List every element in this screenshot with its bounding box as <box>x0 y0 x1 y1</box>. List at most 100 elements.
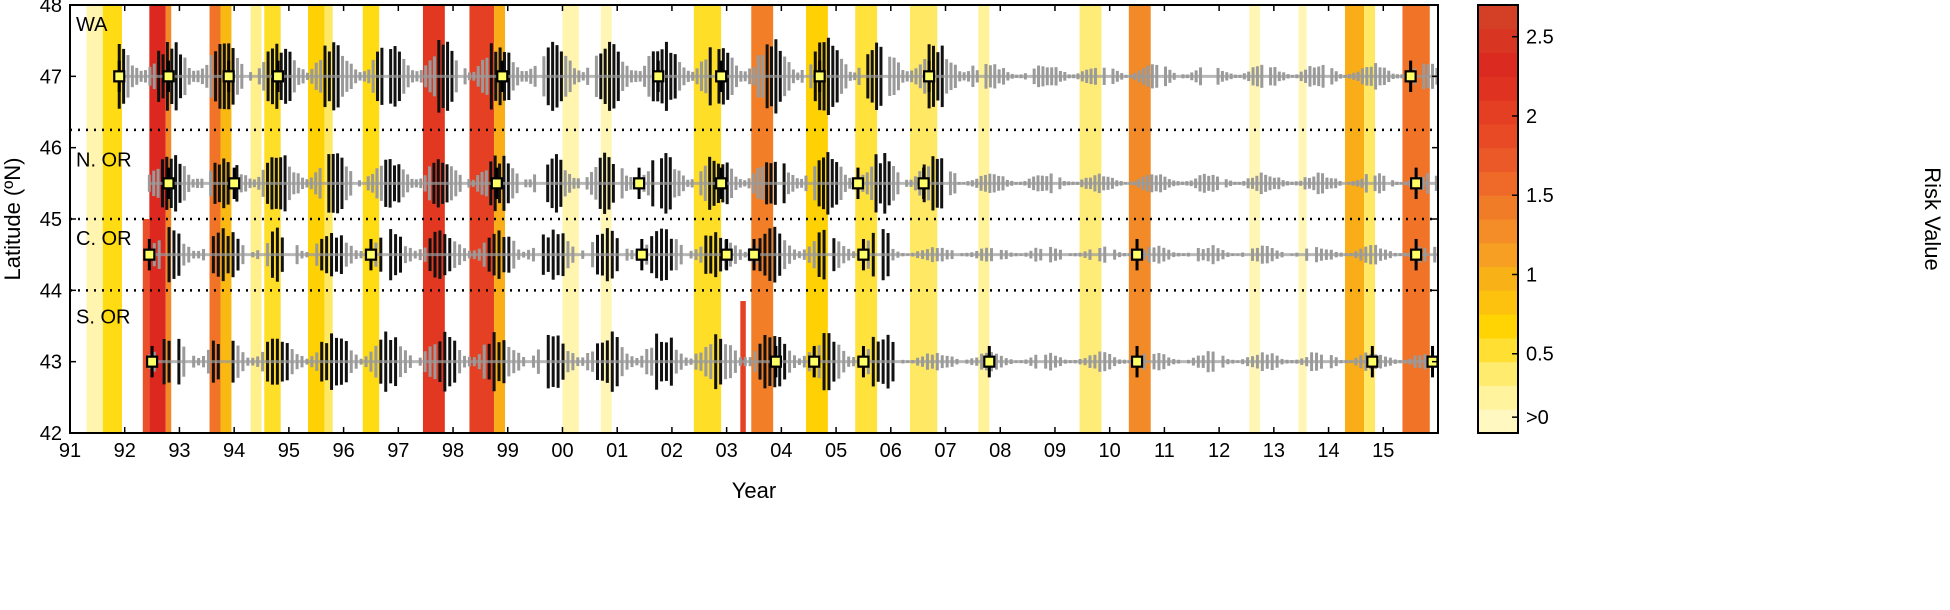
y-axis-label: Latitude (ºN) <box>0 158 25 281</box>
colorbar-step <box>1478 100 1518 125</box>
event-marker <box>271 70 285 83</box>
x-tick-label: 06 <box>880 440 902 462</box>
risk-band <box>308 5 325 433</box>
colorbar-label: Risk Value <box>1920 167 1945 271</box>
region-label: S. OR <box>76 306 130 328</box>
x-tick-label: 97 <box>387 440 409 462</box>
event-marker <box>228 177 241 190</box>
risk-band <box>751 5 774 433</box>
event-marker <box>923 70 936 83</box>
x-tick-label: 01 <box>606 440 628 462</box>
event-marker <box>813 70 826 83</box>
x-tick-label: 05 <box>825 440 847 462</box>
x-tick-label: 11 <box>1154 440 1175 462</box>
risk-band <box>165 5 172 433</box>
event-marker <box>496 70 509 83</box>
colorbar-step <box>1478 409 1518 434</box>
event-marker <box>1410 248 1423 261</box>
colorbar-step <box>1478 171 1518 196</box>
x-tick-label: 99 <box>497 440 519 462</box>
colorbar-step <box>1478 123 1518 149</box>
colorbar-step <box>1478 266 1518 291</box>
colorbar-step <box>1478 242 1518 268</box>
event-marker <box>113 70 126 83</box>
risk-band <box>1344 5 1365 433</box>
x-tick-label: 09 <box>1044 440 1066 462</box>
region-label: WA <box>76 14 108 36</box>
x-tick-label: 13 <box>1263 440 1285 462</box>
colorbar-step <box>1478 290 1518 315</box>
colorbar-tick-label: 1 <box>1526 264 1537 286</box>
x-tick-label: 92 <box>114 440 136 462</box>
x-tick-label: 95 <box>278 440 300 462</box>
y-tick-label: 44 <box>40 280 62 302</box>
risk-band <box>102 5 122 433</box>
colorbar-step <box>1478 219 1518 244</box>
y-axis-ticks: 42 43 44 45 46 47 48 <box>40 0 1438 445</box>
colorbar-step <box>1478 147 1518 172</box>
y-tick-label: 46 <box>40 138 62 160</box>
risk-band <box>220 5 232 433</box>
x-tick-label: 14 <box>1317 440 1339 462</box>
colorbar-tick-label: >0 <box>1526 407 1549 429</box>
colorbar-step <box>1478 5 1518 30</box>
region-label: C. OR <box>76 228 132 250</box>
event-marker <box>632 177 646 190</box>
x-tick-label: 15 <box>1372 440 1394 462</box>
colorbar-tick-label: 2 <box>1526 106 1537 128</box>
event-marker <box>1366 355 1379 368</box>
risk-band <box>250 5 262 433</box>
event-marker <box>222 70 235 83</box>
colorbar-step <box>1478 76 1518 101</box>
x-tick-label: 12 <box>1208 440 1230 462</box>
y-tick-label: 43 <box>40 352 62 374</box>
event-marker <box>715 177 728 190</box>
event-marker <box>1130 248 1144 261</box>
risk-band <box>805 5 828 433</box>
x-tick-label: 96 <box>332 440 354 462</box>
colorbar-step <box>1478 361 1518 386</box>
event-marker <box>635 248 648 261</box>
x-tick-label: 08 <box>989 440 1011 462</box>
x-tick-label: 91 <box>59 440 81 462</box>
colorbar-frame <box>1477 4 1519 434</box>
event-marker <box>162 70 175 83</box>
risk-band <box>562 5 579 433</box>
event-marker <box>769 355 782 368</box>
risk-band <box>740 301 746 433</box>
risk-band <box>264 5 281 433</box>
y-tick-label: 48 <box>40 0 62 17</box>
risk-band <box>1128 5 1151 433</box>
x-tick-label: 98 <box>442 440 464 462</box>
event-marker <box>143 248 156 261</box>
x-tick-label: 02 <box>661 440 683 462</box>
x-tick-label: 03 <box>716 440 738 462</box>
risk-band <box>494 5 506 433</box>
event-marker <box>715 70 728 83</box>
colorbar-step <box>1478 385 1518 410</box>
x-axis-label: Year <box>732 478 776 503</box>
event-marker <box>720 248 733 261</box>
region-labels-layer: WA N. OR C. OR S. OR <box>76 14 132 328</box>
event-marker <box>1130 355 1144 368</box>
colorbar-step <box>1478 52 1518 77</box>
event-marker <box>490 177 503 190</box>
event-markers-layer <box>113 60 1439 378</box>
colorbar-tick-label: 0.5 <box>1526 344 1554 366</box>
event-marker <box>162 177 175 190</box>
risk-band <box>142 219 150 433</box>
colorbar-step <box>1478 195 1518 220</box>
colorbar-step <box>1478 28 1518 54</box>
event-marker <box>983 355 996 368</box>
event-marker <box>747 248 761 261</box>
y-tick-label: 42 <box>40 423 62 445</box>
risk-band <box>1364 5 1376 433</box>
colorbar: >0 0.5 1 1.5 2 2.5 <box>1477 4 1554 434</box>
x-tick-label: 07 <box>934 440 956 462</box>
colorbar-step <box>1478 314 1518 339</box>
risk-band <box>1079 5 1102 433</box>
event-marker <box>652 70 665 83</box>
x-tick-label: 10 <box>1099 440 1121 462</box>
x-tick-label: 00 <box>551 440 573 462</box>
